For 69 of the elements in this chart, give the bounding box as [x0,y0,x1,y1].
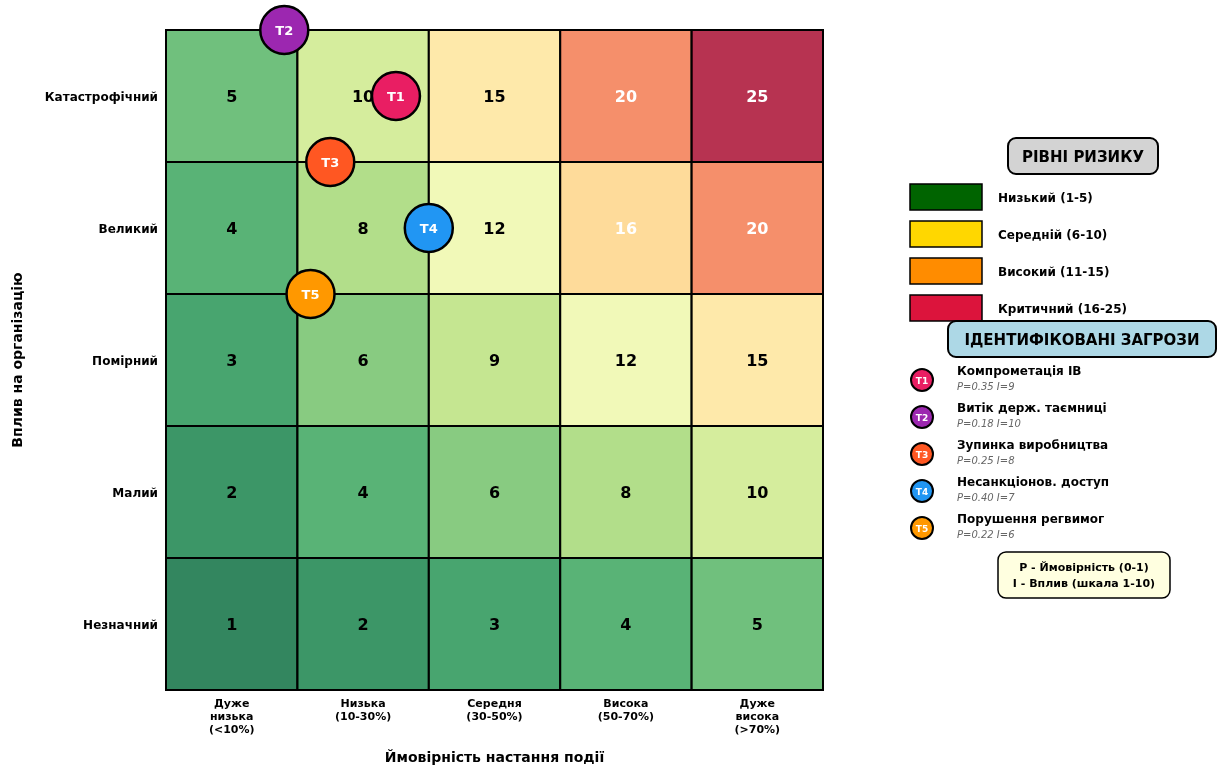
text: Порушення регвимог [957,512,1105,526]
data-label: 4 [357,483,369,502]
text: Зупинка виробництва [957,438,1109,452]
y-axis-title: Вплив на організацію [9,272,25,448]
data-label: 2 [226,483,238,502]
threat-marker: T5 [285,268,336,320]
x-tick-label: Висока (50-70%) [597,697,655,723]
threat-marker: T2 [259,4,310,56]
data-label: 16 [614,219,638,238]
y-tick-label: Катастрофічний [44,90,158,104]
text: I - Вплив (шкала 1-10) [1012,577,1156,590]
y-tick-label: Великий [98,222,158,236]
data-label: 15 [746,351,769,370]
data-label: 15 [483,87,506,106]
x-tick-label: Дуже низька (<10%) [208,697,255,736]
data-label: 6 [357,351,369,370]
threat-swatch: T1 [910,368,934,392]
data-label: 20 [746,219,769,238]
annotation: T4 [419,221,438,236]
x-axis-title: Ймовірність настання події [384,749,605,765]
data-label: 6 [488,483,501,502]
threat-marker: T1 [370,70,422,122]
data-label: 12 [614,351,638,370]
data-label: 20 [614,87,638,106]
data-label: 3 [488,615,501,634]
annotation: T3 [321,155,340,170]
x-tick-label: Середня (30-50%) [466,697,523,723]
text: Компрометація ІВ [957,364,1082,378]
x-tick-label: Низька (10-30%) [334,697,392,723]
data-label: 8 [620,483,632,502]
text: Середній (6-10) [998,228,1108,242]
text: Несанкціонов. доступ [957,475,1110,489]
data-label: 3 [226,351,238,370]
text: Низький (1-5) [998,191,1093,205]
text: Витік держ. таємниці [957,401,1107,415]
text: Високий (11-15) [998,265,1110,279]
text: P - Ймовірність (0-1) [1019,561,1149,574]
text: РІВНІ РИЗИКУ [1022,148,1145,166]
y-tick-label: Малий [112,486,158,500]
data-label: 10 [746,483,769,502]
data-label: 5 [751,615,763,634]
legend-title: ІДЕНТИФІКОВАНІ ЗАГРОЗИ [964,331,1200,349]
data-label: 1 [226,615,238,634]
text: P=0.22 I=6 [957,529,1015,540]
data-label: 12 [483,219,506,238]
threat-marker: T4 [403,202,455,254]
text: P=0.40 I=7 [957,492,1016,503]
data-label: 4 [226,219,238,238]
data-label: 8 [357,219,369,238]
x-tick-label: Дуже висока (>70%) [734,697,781,736]
annotation: T1 [386,89,405,104]
threat-swatch: T4 [910,479,934,503]
threat-swatch: T2 [910,405,934,429]
text: P=0.18 I=10 [957,418,1021,429]
text: P=0.25 I=8 [957,455,1015,466]
y-tick-label: Незначний [83,618,158,632]
threat-swatch: T3 [910,442,934,466]
text: Критичний (16-25) [998,302,1128,316]
data-label: 9 [488,351,501,370]
data-label: 25 [746,87,769,106]
y-tick-label: Помірний [92,354,158,368]
annotation: T5 [301,287,320,302]
data-label: 2 [357,615,369,634]
threat-swatch: T5 [910,516,934,540]
text: P=0.35 I=9 [957,381,1015,392]
threat-marker: T3 [305,136,356,188]
data-label: 4 [620,615,632,634]
data-label: 5 [226,87,238,106]
annotation: T2 [275,23,294,38]
